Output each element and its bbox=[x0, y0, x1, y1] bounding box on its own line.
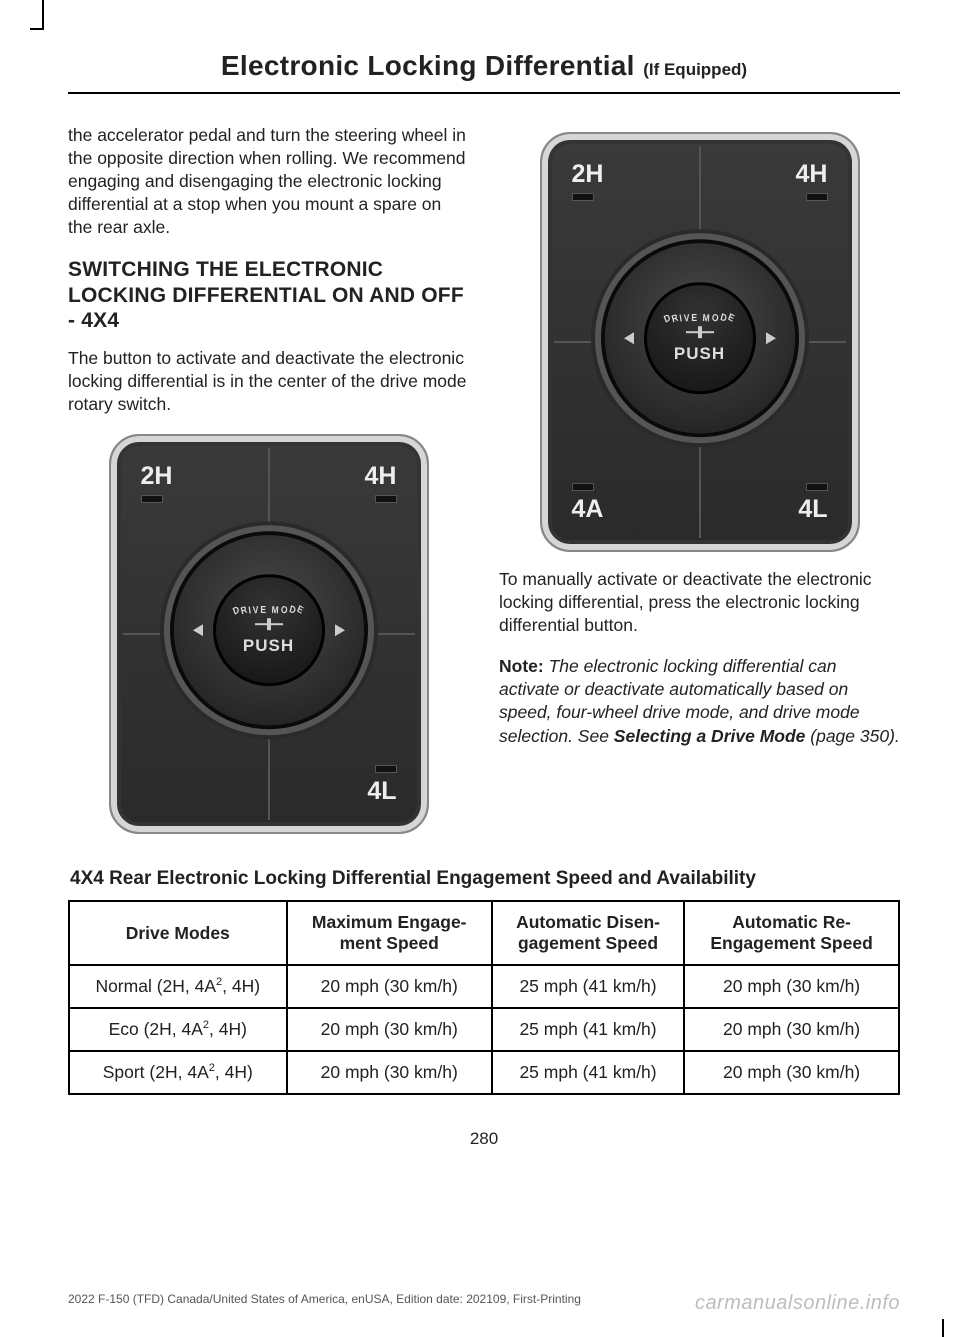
section-body: The button to activate and deactivate th… bbox=[68, 347, 469, 416]
th-text: ment Speed bbox=[340, 933, 439, 953]
table-header-row: Drive Modes Maximum Engage-ment Speed Au… bbox=[69, 901, 899, 964]
led-icon bbox=[806, 483, 828, 491]
rotary-knob: DRIVE MODE PUSH bbox=[605, 243, 795, 433]
mode-4h-label: 4H bbox=[796, 160, 828, 201]
cell-dis: 25 mph (41 km/h) bbox=[492, 965, 684, 1008]
th-text: Maximum Engage- bbox=[312, 912, 467, 932]
table-title: 4X4 Rear Electronic Locking Differential… bbox=[70, 868, 900, 890]
knob-center-button: DRIVE MODE PUSH bbox=[213, 575, 325, 687]
cell-max: 20 mph (30 km/h) bbox=[287, 1051, 492, 1094]
section-heading: SWITCHING THE ELECTRONIC LOCKING DIFFERE… bbox=[68, 257, 469, 333]
knob-center-button: DRIVE MODE PUSH bbox=[644, 282, 756, 394]
th-text: gagement Speed bbox=[518, 933, 658, 953]
led-icon bbox=[806, 193, 828, 201]
speed-table: Drive Modes Maximum Engage-ment Speed Au… bbox=[68, 900, 900, 1094]
watermark: carmanualsonline.info bbox=[695, 1292, 900, 1315]
drive-mode-dial-4pos: 2H 4H 4A 4L DRIVE MODE PUSH bbox=[540, 132, 860, 552]
drive-mode-arc: DRIVE MODE bbox=[664, 313, 735, 324]
note-reference: Selecting a Drive Mode bbox=[614, 726, 806, 746]
cell-dis: 25 mph (41 km/h) bbox=[492, 1008, 684, 1051]
table-row: Sport (2H, 4A2, 4H)20 mph (30 km/h)25 mp… bbox=[69, 1051, 899, 1094]
cell-max: 20 mph (30 km/h) bbox=[287, 965, 492, 1008]
right-body-1: To manually activate or deactivate the e… bbox=[499, 568, 900, 637]
led-icon bbox=[375, 765, 397, 773]
left-column: the accelerator pedal and turn the steer… bbox=[68, 124, 469, 838]
arrow-left-icon bbox=[624, 332, 634, 344]
table-head: Drive Modes Maximum Engage-ment Speed Au… bbox=[69, 901, 899, 964]
label-text: 2H bbox=[141, 462, 173, 490]
crop-mark bbox=[942, 1319, 944, 1337]
th-text: Automatic Disen- bbox=[516, 912, 660, 932]
label-text: 2H bbox=[572, 160, 604, 188]
intro-paragraph: the accelerator pedal and turn the steer… bbox=[68, 124, 469, 239]
cell-max: 20 mph (30 km/h) bbox=[287, 1008, 492, 1051]
led-icon bbox=[572, 193, 594, 201]
arrow-left-icon bbox=[193, 625, 203, 637]
mode-2h-label: 2H bbox=[572, 160, 604, 201]
header-subtitle: (If Equipped) bbox=[643, 60, 747, 79]
drive-mode-dial-3pos: 2H 4H 4L DRIVE MODE PUSH bbox=[109, 434, 429, 834]
axle-icon bbox=[255, 618, 283, 630]
footer-edition: 2022 F-150 (TFD) Canada/United States of… bbox=[68, 1292, 581, 1315]
push-label: PUSH bbox=[674, 344, 725, 364]
note-label: Note: bbox=[499, 656, 544, 676]
led-icon bbox=[141, 495, 163, 503]
cell-drive-mode: Eco (2H, 4A2, 4H) bbox=[69, 1008, 287, 1051]
table-body: Normal (2H, 4A2, 4H)20 mph (30 km/h)25 m… bbox=[69, 965, 899, 1094]
arrow-right-icon bbox=[766, 332, 776, 344]
cell-drive-mode: Normal (2H, 4A2, 4H) bbox=[69, 965, 287, 1008]
col-reengage-speed: Automatic Re-Engagement Speed bbox=[684, 901, 899, 964]
table-row: Eco (2H, 4A2, 4H)20 mph (30 km/h)25 mph … bbox=[69, 1008, 899, 1051]
th-text: Engagement Speed bbox=[710, 933, 872, 953]
col-max-speed: Maximum Engage-ment Speed bbox=[287, 901, 492, 964]
led-icon bbox=[572, 483, 594, 491]
label-text: 4L bbox=[367, 777, 396, 805]
cell-re: 20 mph (30 km/h) bbox=[684, 1008, 899, 1051]
crop-mark bbox=[30, 0, 44, 30]
cell-re: 20 mph (30 km/h) bbox=[684, 1051, 899, 1094]
page-footer: 2022 F-150 (TFD) Canada/United States of… bbox=[68, 1292, 900, 1315]
axle-icon bbox=[686, 326, 714, 338]
led-icon bbox=[375, 495, 397, 503]
th-text: Drive Modes bbox=[126, 923, 230, 943]
th-text: Automatic Re- bbox=[732, 912, 851, 932]
cell-drive-mode: Sport (2H, 4A2, 4H) bbox=[69, 1051, 287, 1094]
cell-dis: 25 mph (41 km/h) bbox=[492, 1051, 684, 1094]
col-drive-modes: Drive Modes bbox=[69, 901, 287, 964]
label-text: 4H bbox=[796, 160, 828, 188]
push-label: PUSH bbox=[243, 636, 294, 656]
mode-4l-label: 4L bbox=[798, 483, 827, 524]
rotary-knob: DRIVE MODE PUSH bbox=[174, 536, 364, 726]
arrow-right-icon bbox=[335, 625, 345, 637]
note-tail: (page 350). bbox=[805, 726, 899, 746]
mode-4h-label: 4H bbox=[365, 462, 397, 503]
drive-mode-arc: DRIVE MODE bbox=[233, 605, 304, 616]
note-paragraph: Note: The electronic locking differentia… bbox=[499, 655, 900, 747]
two-column-layout: the accelerator pedal and turn the steer… bbox=[68, 124, 900, 838]
col-disengage-speed: Automatic Disen-gagement Speed bbox=[492, 901, 684, 964]
mode-2h-label: 2H bbox=[141, 462, 173, 503]
page-header: Electronic Locking Differential (If Equi… bbox=[68, 50, 900, 94]
right-column: 2H 4H 4A 4L DRIVE MODE PUSH To manually … bbox=[499, 124, 900, 838]
header-title: Electronic Locking Differential bbox=[221, 50, 635, 81]
mode-4l-label: 4L bbox=[367, 765, 396, 806]
page-number: 280 bbox=[68, 1129, 900, 1149]
cell-re: 20 mph (30 km/h) bbox=[684, 965, 899, 1008]
table-row: Normal (2H, 4A2, 4H)20 mph (30 km/h)25 m… bbox=[69, 965, 899, 1008]
label-text: 4H bbox=[365, 462, 397, 490]
mode-4a-label: 4A bbox=[572, 483, 604, 524]
label-text: 4L bbox=[798, 495, 827, 523]
label-text: 4A bbox=[572, 495, 604, 523]
